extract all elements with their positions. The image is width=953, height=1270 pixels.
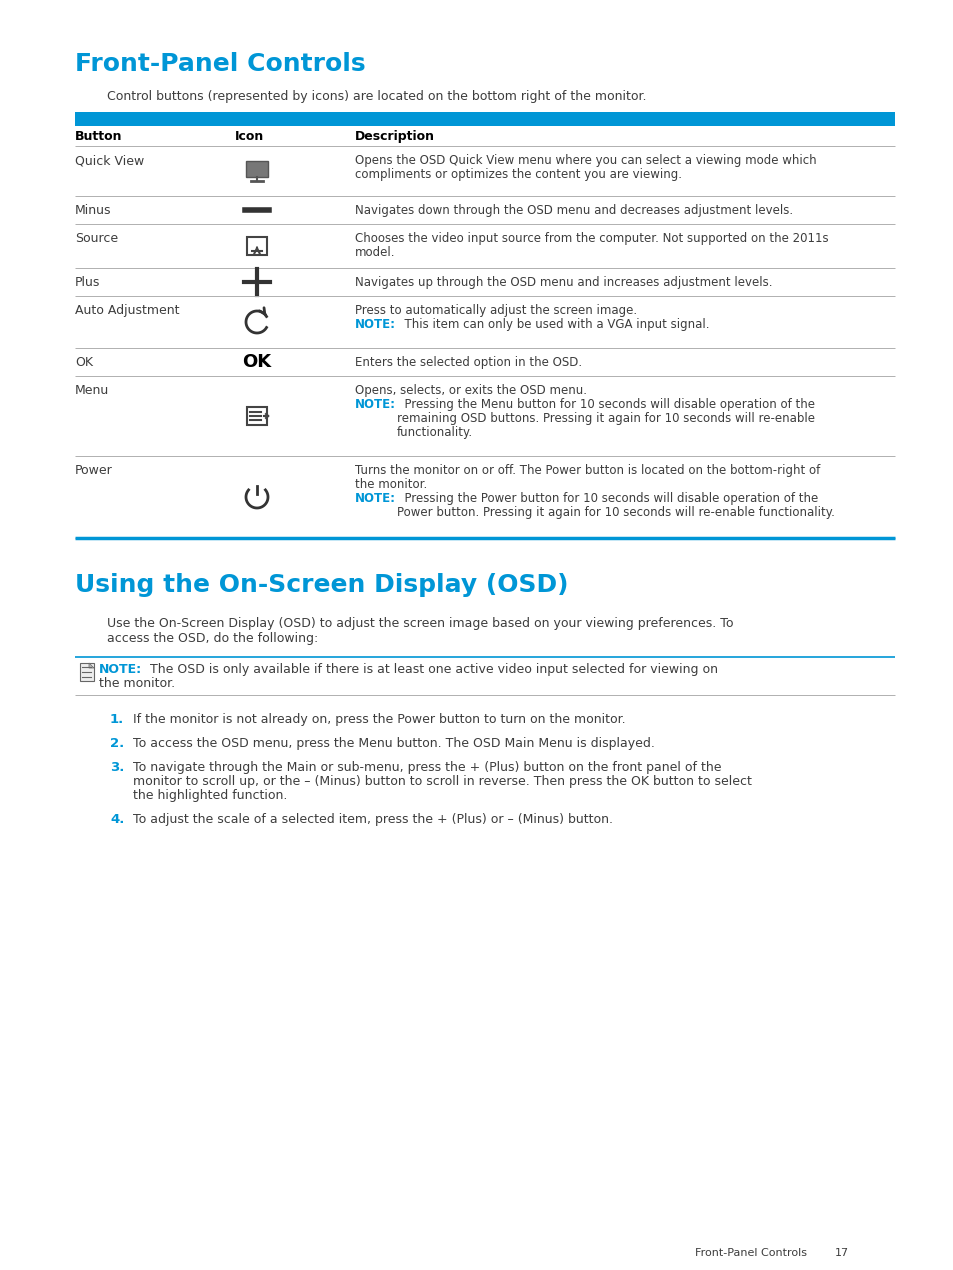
Text: NOTE:: NOTE:	[355, 318, 395, 331]
Text: Opens the OSD Quick View menu where you can select a viewing mode which: Opens the OSD Quick View menu where you …	[355, 154, 816, 166]
Text: If the monitor is not already on, press the Power button to turn on the monitor.: If the monitor is not already on, press …	[132, 712, 625, 726]
Text: 3.: 3.	[110, 761, 124, 773]
Text: Chooses the video input source from the computer. Not supported on the 2011s: Chooses the video input source from the …	[355, 232, 828, 245]
Text: Front-Panel Controls: Front-Panel Controls	[695, 1248, 806, 1259]
Bar	[80, 663, 94, 681]
Bar	[75, 112, 894, 126]
Text: 2.: 2.	[110, 737, 124, 751]
Text: Front-Panel Controls: Front-Panel Controls	[75, 52, 365, 76]
Text: Menu: Menu	[75, 384, 110, 398]
Text: the monitor.: the monitor.	[99, 677, 175, 690]
Text: NOTE:: NOTE:	[355, 398, 395, 411]
Text: The OSD is only available if there is at least one active video input selected f: The OSD is only available if there is at…	[142, 663, 718, 676]
Text: Control buttons (represented by icons) are located on the bottom right of the mo: Control buttons (represented by icons) a…	[107, 90, 646, 103]
Text: Navigates up through the OSD menu and increases adjustment levels.: Navigates up through the OSD menu and in…	[355, 276, 772, 290]
Text: Auto Adjustment: Auto Adjustment	[75, 304, 179, 318]
Text: compliments or optimizes the content you are viewing.: compliments or optimizes the content you…	[355, 168, 681, 182]
Text: Power button. Pressing it again for 10 seconds will re-enable functionality.: Power button. Pressing it again for 10 s…	[396, 505, 834, 519]
Text: the monitor.: the monitor.	[355, 478, 427, 491]
Text: Power: Power	[75, 464, 112, 478]
Text: Using the On-Screen Display (OSD): Using the On-Screen Display (OSD)	[75, 573, 568, 597]
Text: Pressing the Power button for 10 seconds will disable operation of the: Pressing the Power button for 10 seconds…	[396, 491, 818, 505]
Text: Quick View: Quick View	[75, 154, 144, 166]
Text: To navigate through the Main or sub-menu, press the + (Plus) button on the front: To navigate through the Main or sub-menu…	[132, 761, 720, 773]
Text: To adjust the scale of a selected item, press the + (Plus) or – (Minus) button.: To adjust the scale of a selected item, …	[132, 813, 613, 826]
Text: monitor to scroll up, or the – (Minus) button to scroll in reverse. Then press t: monitor to scroll up, or the – (Minus) b…	[132, 775, 751, 787]
Text: Pressing the Menu button for 10 seconds will disable operation of the: Pressing the Menu button for 10 seconds …	[396, 398, 814, 411]
Text: Source: Source	[75, 232, 118, 245]
Bar	[247, 406, 267, 425]
Text: Press to automatically adjust the screen image.: Press to automatically adjust the screen…	[355, 304, 637, 318]
Text: Minus: Minus	[75, 204, 112, 217]
Text: functionality.: functionality.	[396, 425, 473, 439]
Text: Turns the monitor on or off. The Power button is located on the bottom-right of: Turns the monitor on or off. The Power b…	[355, 464, 820, 478]
Text: Navigates down through the OSD menu and decreases adjustment levels.: Navigates down through the OSD menu and …	[355, 204, 792, 217]
Polygon shape	[89, 663, 94, 668]
Text: 1.: 1.	[110, 712, 124, 726]
Text: access the OSD, do the following:: access the OSD, do the following:	[107, 632, 318, 645]
Text: NOTE:: NOTE:	[99, 663, 142, 676]
Text: 17: 17	[834, 1248, 848, 1259]
Text: Plus: Plus	[75, 276, 100, 290]
Text: the highlighted function.: the highlighted function.	[132, 789, 287, 801]
Text: Use the On-Screen Display (OSD) to adjust the screen image based on your viewing: Use the On-Screen Display (OSD) to adjus…	[107, 617, 733, 630]
Text: Opens, selects, or exits the OSD menu.: Opens, selects, or exits the OSD menu.	[355, 384, 586, 398]
Text: model.: model.	[355, 246, 395, 259]
Text: NOTE:: NOTE:	[355, 491, 395, 505]
Text: 4.: 4.	[110, 813, 124, 826]
Text: Icon: Icon	[234, 130, 264, 144]
Text: OK: OK	[75, 356, 92, 370]
Text: OK: OK	[242, 353, 272, 371]
Bar	[246, 161, 268, 177]
Text: Description: Description	[355, 130, 435, 144]
Text: Enters the selected option in the OSD.: Enters the selected option in the OSD.	[355, 356, 581, 370]
Text: To access the OSD menu, press the Menu button. The OSD Main Menu is displayed.: To access the OSD menu, press the Menu b…	[132, 737, 654, 751]
Text: remaining OSD buttons. Pressing it again for 10 seconds will re-enable: remaining OSD buttons. Pressing it again…	[396, 411, 814, 425]
Text: This item can only be used with a VGA input signal.: This item can only be used with a VGA in…	[396, 318, 709, 331]
Text: Button: Button	[75, 130, 122, 144]
Bar	[247, 237, 267, 255]
